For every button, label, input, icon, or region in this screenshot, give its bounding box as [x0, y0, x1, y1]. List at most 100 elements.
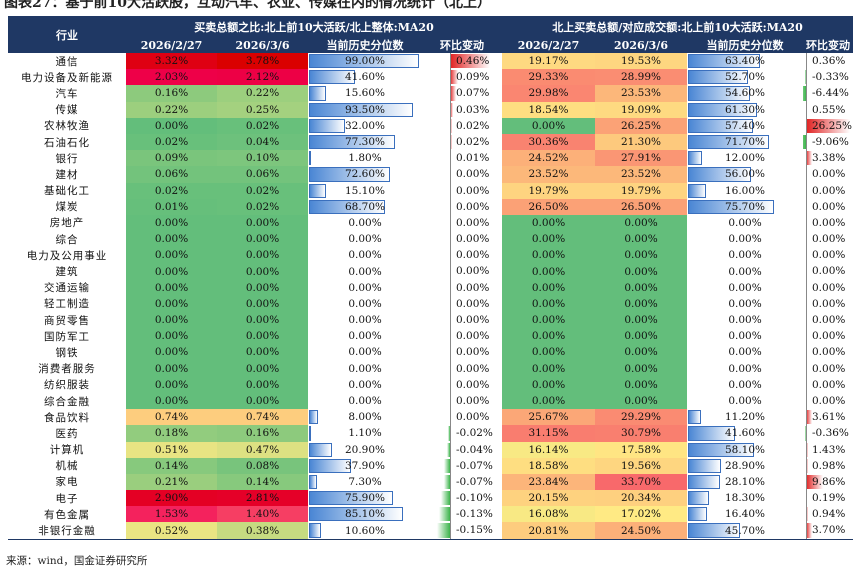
turnover-date1-cell-text: 23.84% [528, 475, 569, 488]
ratio-percentile-cell: 37.90% [308, 458, 422, 474]
turnover-change-cell-text: -9.06% [812, 135, 849, 148]
table-row: 交通运输 0.00% 0.00% 0.00% 0.00% 0.00% 0.00% 0.00% 0… [8, 279, 853, 296]
ratio-percentile-cell: 0.00% [308, 393, 422, 409]
ratio-date2-cell: 2.81% [217, 490, 308, 507]
ratio-change-cell-axis [450, 376, 451, 393]
turnover-date1-cell: 0.00% [502, 231, 595, 248]
table-row: 综合金融 0.00% 0.00% 0.00% 0.00% 0.00% 0.00% 0.00% 0… [8, 392, 853, 410]
ratio-date1-cell: 0.00% [126, 328, 217, 345]
industry-cell: 食品饮料 [44, 411, 90, 424]
ratio-change-cell-text: 0.00% [456, 346, 490, 359]
ratio-date1-cell: 0.00% [126, 312, 217, 329]
turnover-percentile-cell-text: 61.30% [724, 103, 766, 116]
turnover-date2-cell-text: 0.00% [624, 233, 658, 246]
ratio-date1-cell: 0.00% [126, 376, 217, 393]
turnover-percentile-cell: 0.00% [687, 312, 803, 328]
turnover-change-cell-text: 3.61% [812, 411, 846, 424]
ratio-date2-cell-text: 0.16% [245, 427, 280, 440]
turnover-date1-cell: 0.00% [502, 247, 595, 264]
turnover-date2-cell: 0.00% [595, 231, 687, 248]
turnover-change-cell: 0.94% [803, 506, 853, 523]
table-row: 医药 0.18% 0.16% 1.10% -0.02% 31.15% 30.79% 41.60… [8, 425, 853, 442]
ratio-date2-cell-text: 0.25% [245, 103, 280, 116]
ratio-date1-cell-text: 0.00% [154, 119, 189, 132]
ratio-date1-cell: 0.00% [126, 263, 217, 280]
ratio-percentile-cell: 0.00% [308, 247, 422, 263]
ratio-percentile-cell: 0.00% [308, 344, 422, 360]
turnover-date1-cell-text: 16.08% [528, 508, 569, 521]
turnover-date1-cell: 0.00% [502, 295, 595, 312]
ratio-date1-cell-text: 0.00% [154, 233, 189, 246]
turnover-change-cell-text: 0.00% [812, 362, 846, 375]
ratio-date2-cell: 0.00% [217, 360, 308, 377]
ratio-date1-cell-text: 0.00% [154, 330, 189, 343]
ratio-percentile-cell-text: 77.30% [344, 136, 386, 149]
ratio-date1-cell: 0.00% [126, 344, 217, 361]
turnover-date1-cell: 20.81% [502, 522, 595, 540]
ratio-date2-cell: 0.00% [217, 214, 308, 232]
ratio-date2-cell-text: 0.02% [245, 200, 280, 213]
turnover-percentile-cell: 54.60% [687, 85, 803, 101]
turnover-percentile-cell: 0.00% [687, 377, 803, 393]
ratio-percentile-cell-bar [309, 118, 345, 133]
ratio-date2-cell: 0.00% [217, 392, 308, 410]
ratio-change-cell-bar [447, 442, 450, 457]
turnover-date1-cell: 26.50% [502, 198, 595, 215]
industry-cell: 钢铁 [55, 346, 79, 359]
turnover-change-cell-text: 9.86% [812, 475, 846, 488]
ratio-percentile-cell: 0.00% [308, 231, 422, 247]
ratio-percentile-cell: 7.30% [308, 474, 422, 490]
turnover-percentile-cell-bar [688, 458, 721, 473]
turnover-percentile-cell-bar [688, 491, 709, 506]
ratio-change-cell: 0.46% [422, 53, 502, 70]
ratio-date2-cell-text: 3.78% [245, 55, 280, 68]
turnover-change-cell: 0.00% [803, 231, 853, 248]
turnover-date1-cell-text: 0.00% [531, 297, 566, 310]
turnover-percentile-cell: 41.60% [687, 425, 803, 441]
table-row: 建材 0.06% 0.06% 72.60% 0.00% 23.52% 23.52% 56.00… [8, 166, 853, 183]
turnover-change-cell-axis [806, 312, 807, 329]
ratio-percentile-cell-text: 99.00% [344, 55, 386, 68]
turnover-change-cell: 0.19% [803, 490, 853, 507]
ratio-date1-cell-text: 2.90% [154, 492, 189, 505]
turnover-date2-cell: 0.00% [595, 312, 687, 329]
ratio-change-cell-text: -0.07% [456, 459, 493, 472]
ratio-date1-cell-text: 0.21% [154, 475, 189, 488]
turnover-percentile-cell: 45.70% [687, 522, 803, 540]
turnover-change-cell-axis [806, 69, 807, 86]
turnover-change-cell-axis [806, 117, 807, 134]
ratio-date1-cell: 2.90% [126, 490, 217, 507]
ratio-date1-cell: 0.00% [126, 279, 217, 296]
turnover-percentile-cell: 0.00% [687, 296, 803, 312]
ratio-percentile-cell: 0.00% [308, 280, 422, 296]
ratio-percentile-cell: 0.00% [308, 215, 422, 231]
ratio-date1-cell-text: 0.00% [154, 216, 189, 229]
turnover-date1-cell-text: 0.00% [531, 233, 566, 246]
ratio-change-cell: -0.15% [422, 522, 502, 540]
ratio-date1-cell: 0.00% [126, 360, 217, 377]
turnover-percentile-cell-text: 41.60% [724, 427, 766, 440]
turnover-change-cell: 0.00% [803, 279, 853, 296]
ratio-percentile-cell: 41.60% [308, 69, 422, 85]
ratio-date2-cell: 0.22% [217, 85, 308, 102]
ratio-percentile-cell-bar [309, 507, 403, 522]
table-row: 机械 0.14% 0.08% 37.90% -0.07% 18.58% 19.56% 28.9… [8, 457, 853, 474]
ratio-change-cell-text: 0.00% [456, 184, 490, 197]
turnover-change-cell-text: 3.70% [812, 524, 846, 537]
table-row: 国防军工 0.00% 0.00% 0.00% 0.00% 0.00% 0.00% 0.00% 0… [8, 328, 853, 345]
ratio-percentile-cell: 8.00% [308, 409, 422, 425]
table-row: 煤炭 0.01% 0.02% 68.70% 0.00% 26.50% 26.50% 75.70… [8, 198, 853, 215]
turnover-percentile-cell-text: 16.40% [724, 508, 766, 521]
turnover-date1-cell: 18.54% [502, 101, 595, 118]
industry-cell: 计算机 [49, 444, 85, 457]
turnover-date1-cell-text: 16.14% [528, 443, 569, 456]
ratio-date2-cell-text: 2.81% [245, 492, 280, 505]
ratio-percentile-cell-bar [309, 442, 332, 457]
ratio-percentile-cell-text: 15.10% [344, 184, 386, 197]
ratio-change-cell-axis [450, 328, 451, 345]
ratio-date1-cell-text: 0.14% [154, 459, 189, 472]
ratio-percentile-cell-text: 32.00% [344, 119, 386, 132]
turnover-change-cell: -9.06% [803, 133, 853, 151]
ratio-date1-cell: 0.06% [126, 166, 217, 183]
ratio-percentile-cell-text: 0.00% [348, 395, 382, 408]
